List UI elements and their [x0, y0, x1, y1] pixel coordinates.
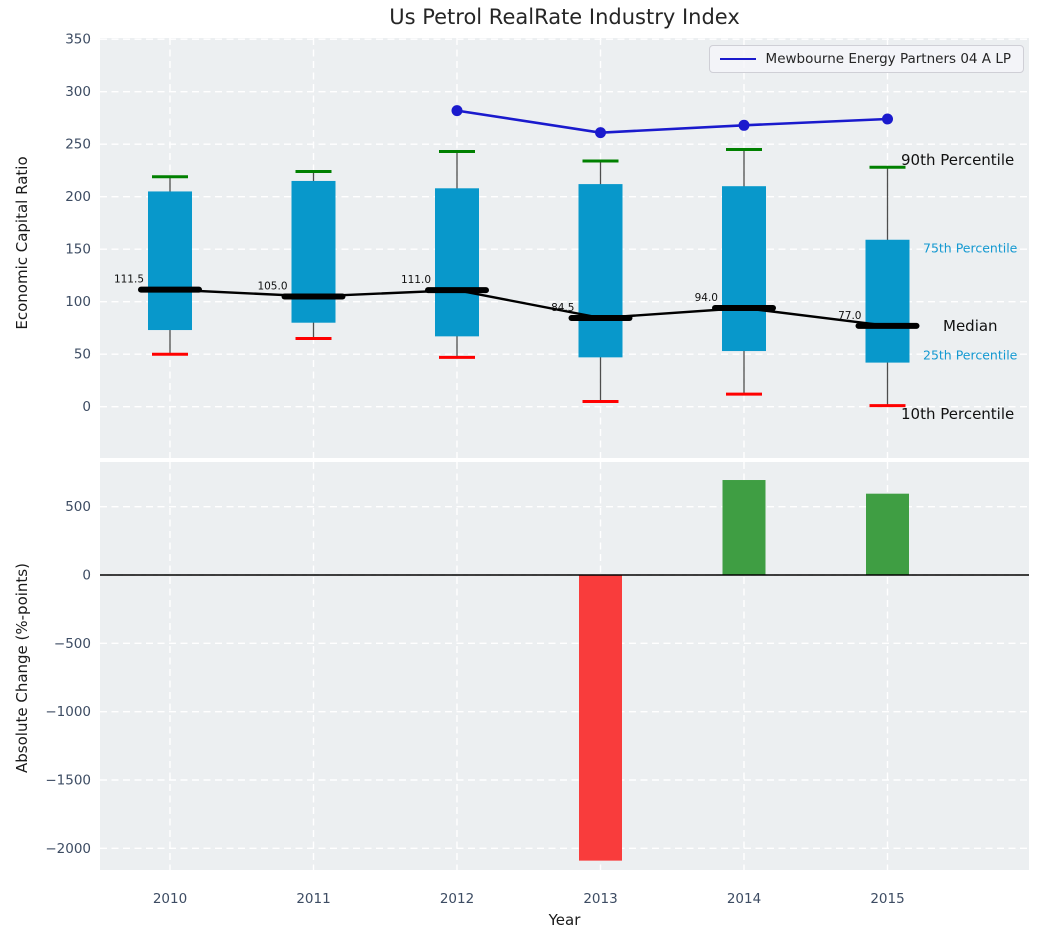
annotation-10th-percentile: 10th Percentile [901, 405, 1015, 424]
median-value-label: 111.5 [114, 274, 144, 286]
annotation-median: Median [943, 316, 998, 335]
median-value-label: 111.0 [401, 274, 431, 286]
top-y-tick-label: 150 [65, 242, 91, 258]
bottom-y-tick-label: −2000 [45, 841, 91, 857]
bottom-y-tick-label: 0 [82, 568, 91, 584]
top-y-tick-label: 0 [82, 399, 91, 415]
annotation-90th-percentile: 90th Percentile [901, 150, 1015, 169]
annotation-75th-percentile: 75th Percentile [923, 240, 1018, 256]
box-2011 [291, 180, 336, 323]
top-y-tick-label: 100 [65, 294, 91, 310]
x-tick-label: 2010 [153, 891, 187, 907]
company-line [456, 109, 888, 134]
bottom-y-tick-label: −1500 [45, 773, 91, 789]
box-2014 [722, 186, 766, 352]
top-y-tick-label: 350 [65, 32, 91, 48]
bottom-y-axis-label: Absolute Change (%-points) [13, 563, 31, 773]
x-tick-label: 2014 [727, 891, 761, 907]
box-2010 [148, 191, 192, 331]
bottom-y-tick-label: 500 [65, 499, 91, 515]
x-tick-label: 2011 [296, 891, 330, 907]
chart-title: Us Petrol RealRate Industry Index [389, 5, 740, 29]
bar-2013 [579, 575, 622, 861]
x-axis-label: Year [548, 911, 581, 929]
company-line-marker [595, 127, 606, 139]
median-value-label: 77.0 [838, 310, 861, 322]
top-y-tick-label: 300 [65, 84, 91, 100]
bar-2014 [722, 480, 766, 575]
company-line-marker [451, 105, 463, 117]
box-2012 [435, 188, 479, 337]
x-tick-label: 2012 [440, 891, 474, 907]
median-value-label: 84.5 [551, 302, 574, 314]
bottom-y-tick-label: −500 [54, 636, 91, 652]
legend-line-sample [719, 58, 756, 60]
x-tick-label: 2013 [583, 891, 617, 907]
legend-label: Mewbourne Energy Partners 04 A LP [765, 51, 1011, 67]
top-y-tick-label: 250 [65, 137, 91, 153]
box-2013 [578, 184, 623, 358]
top-y-tick-label: 50 [74, 347, 91, 363]
median-value-label: 94.0 [695, 292, 718, 304]
bottom-y-tick-label: −1000 [45, 704, 91, 720]
company-line-marker [882, 113, 893, 125]
top-y-axis-label: Economic Capital Ratio [13, 156, 31, 330]
top-y-tick-label: 200 [65, 189, 91, 205]
company-line-marker [738, 119, 750, 131]
bar-2015 [866, 493, 909, 575]
annotation-25th-percentile: 25th Percentile [923, 347, 1018, 363]
legend: Mewbourne Energy Partners 04 A LP [708, 45, 1024, 73]
x-tick-label: 2015 [870, 891, 904, 907]
box-2015 [865, 239, 910, 363]
median-value-label: 105.0 [257, 280, 287, 292]
